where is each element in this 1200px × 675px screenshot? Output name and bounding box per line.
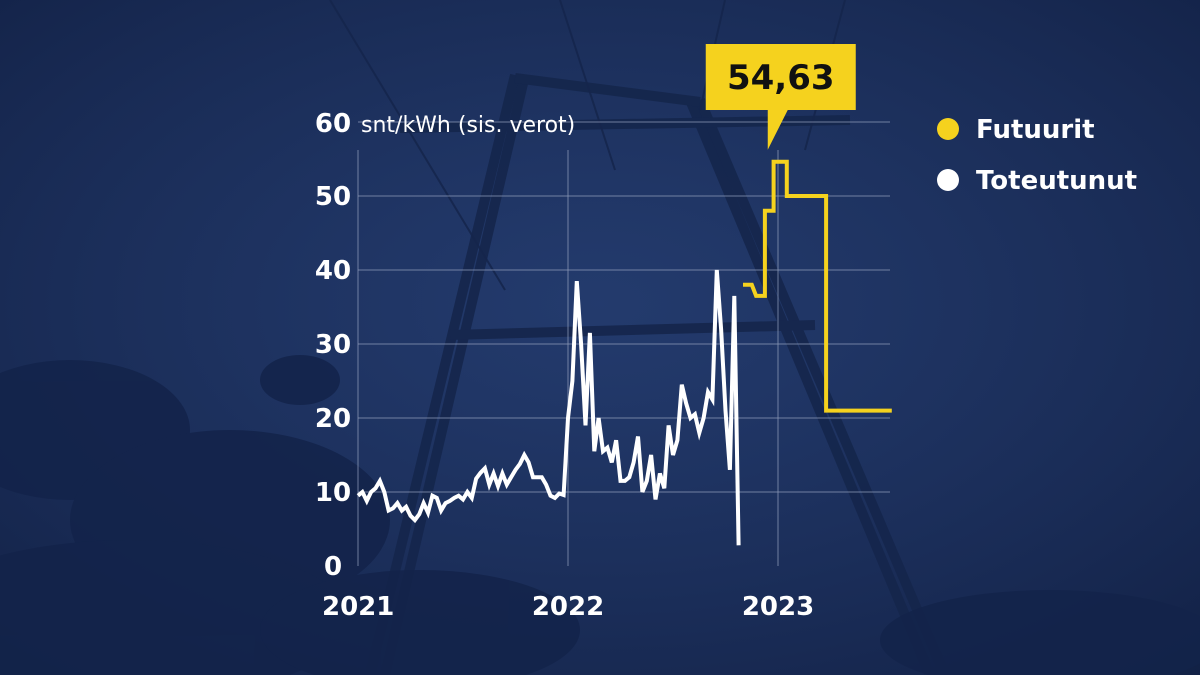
y-tick-label: 10 — [315, 478, 351, 508]
y-tick-label: 0 — [324, 552, 342, 582]
legend-label-toteutunut: Toteutunut — [976, 166, 1137, 196]
legend-marker-futuurit — [937, 118, 959, 140]
chart-legend: Futuurit Toteutunut — [937, 115, 1137, 196]
chart-grid — [357, 121, 890, 566]
y-tick-label: 50 — [315, 182, 351, 212]
legend-label-futuurit: Futuurit — [976, 115, 1095, 145]
callout-value-label: 54,63 — [727, 58, 835, 98]
chart-series — [356, 159, 892, 546]
x-axis-tick-labels: 2021 2022 2023 — [322, 592, 814, 622]
callout-box — [705, 44, 856, 150]
y-tick-label: 40 — [315, 256, 351, 286]
legend-marker-toteutunut — [937, 169, 959, 191]
y-tick-label: 30 — [315, 330, 351, 360]
y-axis-tick-labels: 0 10 20 30 40 50 — [315, 182, 351, 582]
series-line-futuurit — [743, 159, 892, 413]
power-pylon-silhouette — [365, 73, 950, 675]
x-tick-label: 2022 — [532, 592, 604, 622]
peak-value-callout: 54,63 — [705, 44, 856, 150]
y-axis-top-label: 60 — [315, 109, 351, 139]
foreground-plants-silhouette — [0, 355, 1200, 675]
y-tick-label: 20 — [315, 404, 351, 434]
x-tick-label: 2023 — [742, 592, 814, 622]
y-axis-unit-label: snt/kWh (sis. verot) — [361, 113, 575, 138]
series-line-toteutunut — [356, 269, 741, 546]
x-tick-label: 2021 — [322, 592, 394, 622]
